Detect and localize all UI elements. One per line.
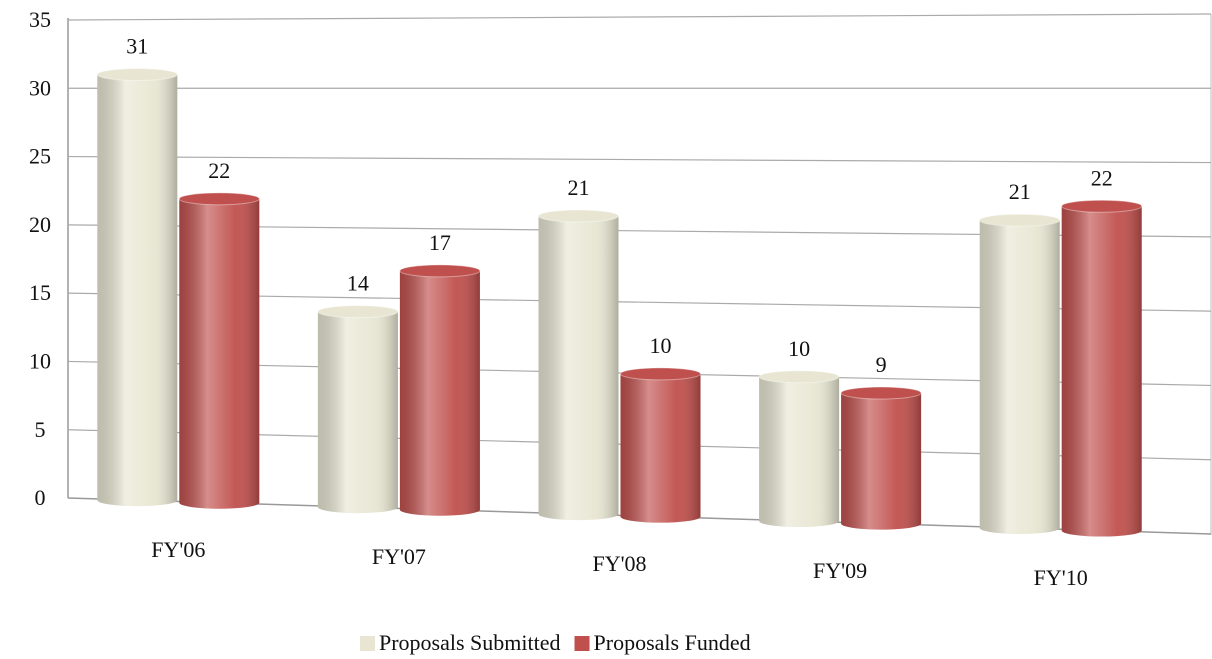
bar-top — [317, 305, 399, 319]
value-label: 9 — [876, 352, 887, 377]
bar-shading — [620, 373, 701, 523]
bar-shading — [841, 393, 922, 530]
x-tick-label: FY'10 — [1034, 565, 1088, 590]
value-label: 17 — [429, 230, 451, 255]
bar-top — [979, 213, 1061, 227]
bar-top — [620, 367, 701, 381]
bar-top — [96, 68, 178, 82]
value-label: 10 — [650, 333, 672, 358]
value-label: 31 — [126, 34, 148, 59]
bar-top — [538, 209, 619, 223]
y-tick-label: 35 — [29, 7, 51, 32]
bar-shading — [179, 198, 260, 509]
bar-top — [399, 264, 481, 278]
bar-shading — [317, 311, 398, 514]
legend-swatch — [574, 636, 590, 651]
y-tick-label: 20 — [29, 212, 51, 237]
x-tick-label: FY'07 — [372, 544, 426, 569]
bar-top — [1061, 199, 1143, 213]
bar-shading — [979, 220, 1060, 534]
value-label: 21 — [568, 175, 590, 200]
y-tick-label: 25 — [29, 144, 51, 169]
bar-top — [178, 192, 260, 206]
x-tick-label: FY'08 — [592, 551, 646, 576]
legend-label: Proposals Funded — [594, 630, 751, 655]
legend-swatch — [360, 636, 375, 651]
bar-shading — [759, 376, 840, 528]
bar-shading — [97, 74, 178, 507]
x-tick-label: FY'06 — [151, 537, 205, 562]
legend-label: Proposals Submitted — [379, 630, 561, 655]
bar-shading — [1061, 206, 1142, 537]
x-tick-label: FY'09 — [813, 558, 867, 583]
y-tick-label: 10 — [29, 348, 51, 373]
y-tick-label: 5 — [35, 417, 46, 442]
grid-line — [67, 155, 1212, 164]
bar-shading — [538, 216, 619, 521]
value-label: 21 — [1009, 179, 1031, 204]
value-label: 10 — [788, 336, 810, 361]
value-label: 22 — [1091, 165, 1113, 190]
value-label: 22 — [208, 158, 230, 183]
grid-line — [67, 13, 1212, 21]
y-tick-label: 0 — [35, 485, 46, 510]
bar-top — [840, 386, 922, 400]
bar-shading — [399, 270, 480, 516]
value-label: 14 — [347, 271, 369, 296]
bar-top — [758, 370, 840, 384]
y-tick-label: 30 — [29, 75, 51, 100]
y-tick-label: 15 — [29, 280, 51, 305]
